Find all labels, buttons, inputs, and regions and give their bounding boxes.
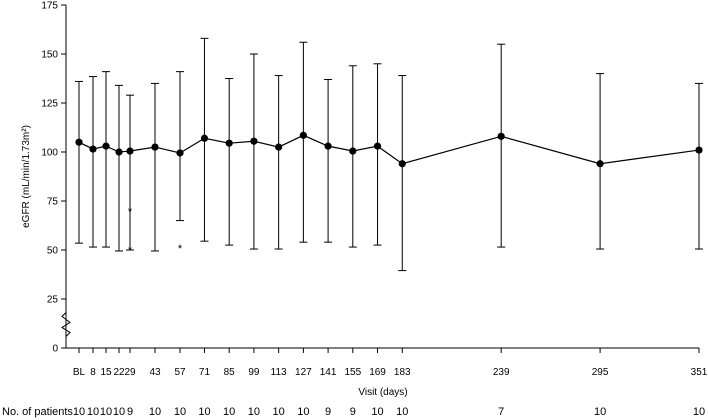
- y-axis-title: eGFR (mL/min/1.73m²): [21, 125, 32, 228]
- y-tick-label: 150: [41, 50, 58, 61]
- data-point: [225, 139, 233, 147]
- patients-count: 10: [223, 406, 235, 418]
- patients-count: 10: [371, 406, 383, 418]
- y-axis-break: [61, 312, 71, 337]
- patients-count: 10: [149, 406, 161, 418]
- data-point: [176, 149, 184, 157]
- x-tick-label: 183: [394, 367, 411, 378]
- patients-count: 10: [73, 406, 85, 418]
- data-point: [102, 142, 110, 150]
- y-tick-label: 25: [47, 295, 59, 306]
- patients-count: 10: [113, 406, 125, 418]
- x-ticks: BL 8 15 22 29 43 57 71 85 99 113 127 141 155 169 183 239…: [73, 348, 708, 378]
- x-tick-label: 295: [592, 367, 609, 378]
- patients-count: 10: [273, 406, 285, 418]
- x-tick-label: 8: [90, 367, 96, 378]
- data-point: [398, 160, 406, 168]
- mean-points: [75, 131, 703, 168]
- data-point: [89, 145, 97, 153]
- patients-count: 10: [198, 406, 210, 418]
- x-tick-label: 85: [224, 367, 236, 378]
- patients-count: 10: [396, 406, 408, 418]
- x-tick-label: 57: [174, 367, 186, 378]
- x-axis-title: Visit (days): [358, 387, 407, 398]
- y-tick-label: 100: [41, 148, 58, 159]
- x-tick-label: 22: [113, 367, 125, 378]
- y-ticks: 0 25 50 75 100 125 150 175: [41, 1, 66, 355]
- mean-line: [78, 134, 700, 165]
- data-point: [497, 132, 505, 140]
- data-point: [151, 143, 159, 151]
- x-tick-label: 43: [149, 367, 161, 378]
- x-tick-label: 141: [320, 367, 337, 378]
- outlier-marker: *: [178, 243, 183, 255]
- patients-count: 10: [87, 406, 99, 418]
- patients-count: 7: [498, 406, 504, 418]
- data-point: [275, 143, 283, 151]
- x-tick-label: 239: [493, 367, 510, 378]
- data-point: [126, 147, 134, 155]
- x-tick-label: 71: [199, 367, 211, 378]
- data-point: [596, 160, 604, 168]
- outlier-marker: *: [128, 206, 133, 218]
- patients-counts: 10 10 10 10 9 10 10 10 10 10 10 10 9 9 10 10 7 10 10: [73, 406, 705, 418]
- x-tick-label: 155: [344, 367, 361, 378]
- data-point: [299, 131, 307, 139]
- patients-count: 10: [297, 406, 309, 418]
- data-point: [373, 142, 382, 150]
- y-tick-label: 175: [41, 1, 58, 12]
- y-tick-label: 75: [47, 197, 59, 208]
- data-point: [324, 142, 332, 150]
- x-tick-label: 113: [271, 367, 287, 378]
- error-bars: [75, 37, 703, 272]
- outlier-marker: *: [128, 245, 133, 257]
- x-tick-label: 127: [295, 367, 312, 378]
- patients-count: 10: [594, 406, 606, 418]
- x-tick-label: 29: [124, 367, 136, 378]
- y-tick-label: 0: [52, 344, 58, 355]
- patients-count: 9: [127, 406, 133, 418]
- x-tick-label: BL: [73, 367, 86, 378]
- outlier-markers: * * *: [128, 206, 183, 257]
- patients-count: 9: [350, 406, 356, 418]
- data-point: [75, 138, 83, 146]
- y-tick-label: 50: [47, 246, 59, 257]
- patients-row-label: No. of patients: [2, 406, 73, 418]
- patients-count: 9: [325, 406, 331, 418]
- patients-count: 10: [174, 406, 186, 418]
- y-tick-label: 125: [41, 99, 58, 110]
- data-point: [349, 147, 357, 155]
- patients-count: 10: [100, 406, 112, 418]
- patients-count: 10: [693, 406, 705, 418]
- x-tick-label: 169: [369, 367, 386, 378]
- x-tick-label: 351: [691, 367, 708, 378]
- data-point: [200, 134, 209, 142]
- data-point: [115, 148, 123, 156]
- data-point: [250, 137, 258, 145]
- data-point: [695, 146, 703, 154]
- plot-lines: [61, 5, 699, 349]
- patients-count: 10: [248, 406, 260, 418]
- x-tick-label: 15: [100, 367, 112, 378]
- x-tick-label: 99: [248, 367, 260, 378]
